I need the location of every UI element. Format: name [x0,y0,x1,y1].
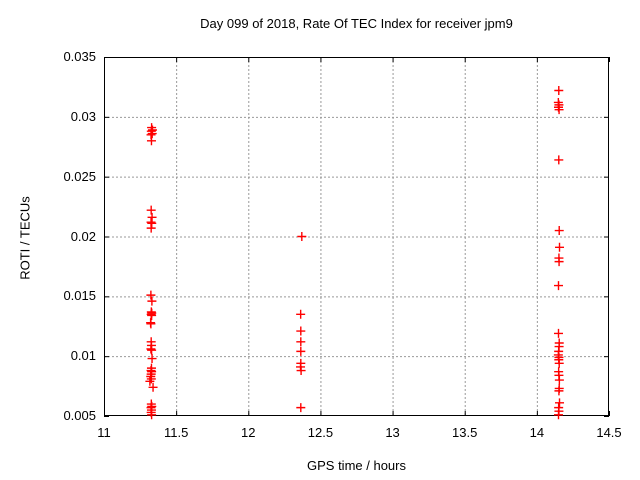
x-tick-label: 14 [529,425,545,440]
y-tick-label: 0.03 [70,108,96,124]
data-point-marker [554,105,564,115]
data-point-marker [554,328,563,338]
data-point-marker [146,319,156,329]
plot-canvas [104,57,610,420]
x-axis-label: GPS time / hours [307,458,406,473]
x-tick-label: 12.5 [307,425,334,440]
data-point-marker [554,155,564,165]
data-point-marker [146,290,156,300]
data-point-marker [148,382,158,392]
chart-title: Day 099 of 2018, Rate Of TEC Index for r… [200,16,513,31]
data-point-marker [296,366,306,376]
data-point-marker [554,375,564,385]
data-point-marker [554,386,564,396]
x-tick-label: 11 [97,425,111,440]
data-point-marker [147,345,157,355]
data-point-marker [554,226,564,236]
data-point-marker [296,326,306,336]
x-tick-label: 11.5 [163,425,189,440]
data-point-marker [296,346,306,356]
data-point-marker [555,398,565,408]
data-point-marker [147,296,157,306]
y-tick-label: 0.015 [63,288,96,304]
data-point-marker [555,242,565,252]
data-point-marker [554,358,564,368]
data-point-marker [296,403,306,413]
data-point-marker [146,374,156,384]
x-tick-label: 13.5 [452,425,478,440]
data-point-marker [554,257,564,267]
x-tick-label: 13 [385,425,400,440]
data-point-marker [296,337,306,347]
data-point-marker [146,344,156,354]
data-point-marker [146,136,156,146]
x-tick-label: 12 [241,425,256,440]
y-tick-label: 0.035 [63,49,96,64]
data-point-marker [554,410,563,420]
data-point-marker [146,223,156,233]
data-point-marker [297,232,307,241]
data-point-marker [146,205,156,215]
data-point-marker [147,354,157,364]
data-point-marker [147,410,157,420]
y-tick-label: 0.025 [63,168,96,184]
y-tick-label: 0.005 [63,408,96,423]
y-tick-label: 0.02 [70,228,96,244]
y-tick-label: 0.01 [70,348,96,364]
plot-area [104,57,610,420]
data-point-marker [296,309,306,319]
x-tick-label: 14.5 [596,425,622,440]
data-point-marker [554,86,564,96]
data-point-marker [145,376,155,386]
data-point-marker [147,129,157,139]
data-point-marker [147,310,157,320]
plot-border [104,57,609,416]
data-point-marker [554,281,563,291]
